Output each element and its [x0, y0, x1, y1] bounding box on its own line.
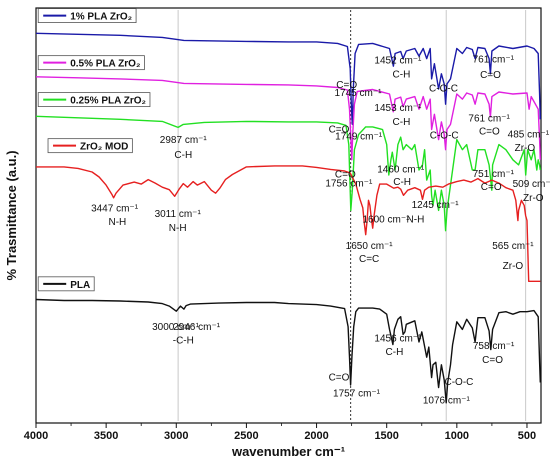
peak-annotation: 2987 cm⁻¹ — [160, 135, 208, 146]
peak-annotation: 1076 cm⁻¹ — [423, 395, 471, 406]
legend-label: 0.25% PLA ZrO₂ — [70, 96, 146, 107]
x-axis-title: wavenumber cm⁻¹ — [231, 444, 345, 459]
series-line-0-25-pla-zro- — [35, 115, 541, 232]
x-tick-label: 500 — [518, 430, 536, 442]
peak-annotation: 761 cm⁻¹ — [473, 55, 515, 66]
peak-annotation: C-H — [393, 69, 411, 80]
peak-annotation: C-O-C — [429, 84, 458, 95]
peak-annotation: 1757 cm⁻¹ — [333, 389, 381, 400]
peak-annotation: C=O — [336, 80, 357, 91]
legend-label: 1% PLA ZrO₂ — [70, 12, 132, 23]
x-tick-label: 1500 — [374, 430, 398, 442]
peak-annotation: 761 cm⁻¹ — [468, 113, 510, 124]
peak-annotation: 565 cm⁻¹ — [492, 241, 534, 252]
peak-annotation: 2946 cm⁻¹ — [173, 322, 221, 333]
peak-annotation: C=O — [479, 127, 500, 138]
peak-annotation: C-O-C — [444, 377, 473, 388]
legend-box — [37, 55, 145, 71]
peak-annotation: Zr-O — [515, 143, 536, 154]
series-lines — [35, 32, 541, 404]
legend-item: 1% PLA ZrO₂ — [37, 8, 137, 23]
peak-annotation: 509 cm⁻¹ — [513, 179, 550, 190]
peak-annotation: C-H — [393, 177, 411, 188]
peak-annotation: 1745 cm⁻¹ — [334, 88, 382, 99]
series-line-0-5-pla-zro- — [35, 76, 541, 161]
legend-label: ZrO₂ MOD — [80, 142, 128, 153]
peak-annotation: C=O — [480, 70, 501, 81]
peak-annotation: 3011 cm⁻¹ — [155, 209, 202, 220]
legend-item: PLA — [37, 276, 95, 292]
legend-label: PLA — [70, 280, 90, 291]
plot-frame — [35, 7, 542, 424]
legend-group: 1% PLA ZrO₂ 0.5% PLA ZrO₂ 0.25% PLA ZrO₂ Zr… — [37, 8, 151, 292]
peak-annotation: 485 cm⁻¹ — [508, 130, 550, 141]
peak-annotation: N-H — [108, 217, 126, 228]
peak-annotation: 1452 cm⁻¹ — [374, 56, 422, 67]
peak-annotation: C=O — [329, 125, 350, 136]
legend-item: ZrO₂ MOD — [47, 138, 133, 154]
legend-item: 0.5% PLA ZrO₂ — [37, 55, 145, 71]
peak-annotation: C-H — [393, 117, 411, 128]
peak-annotation: Zr-O — [503, 261, 524, 272]
peak-annotation: 1749 cm⁻¹ — [335, 132, 383, 143]
peak-annotation: C=C — [359, 254, 379, 265]
x-tick-label: 1000 — [445, 430, 469, 442]
x-axis: 4000 3500 3000 2500 2000 1500 1000 500 — [24, 423, 536, 442]
peak-annotation: 1460 cm⁻¹ — [377, 164, 425, 175]
x-tick-label: 3500 — [94, 430, 118, 442]
peak-annotation: 1756 cm⁻¹ — [325, 179, 373, 190]
peak-annotation: 1245 cm⁻¹ — [412, 200, 460, 211]
peak-annotation: 1600 cm⁻¹ — [363, 215, 411, 226]
series-line-zro-mod — [36, 165, 541, 282]
series-line-1-pla-zro- — [35, 32, 541, 126]
y-axis-title: % Trasmittance (a.u.) — [4, 150, 19, 280]
x-tick-label: 2500 — [234, 430, 258, 442]
legend-label: 0.5% PLA ZrO₂ — [70, 59, 140, 70]
peak-annotation: Zr-O — [523, 193, 544, 204]
peak-annotation: -C-H — [173, 336, 194, 347]
x-tick-label: 4000 — [24, 430, 48, 442]
peak-annotation: 1453 cm⁻¹ — [374, 103, 422, 114]
peak-annotation: C-H — [386, 347, 404, 358]
peak-annotation: N-H — [169, 223, 187, 234]
peak-annotation: C-O-C — [430, 131, 459, 142]
peak-annotation: 758 cm⁻¹ — [473, 341, 515, 352]
series-line-pla — [35, 298, 541, 404]
x-tick-label: 3000 — [164, 430, 188, 442]
peak-annotation: N-H — [407, 215, 425, 226]
peak-annotation: C=O — [482, 355, 503, 366]
x-tick-label: 2000 — [304, 430, 328, 442]
peak-annotation: 1650 cm⁻¹ — [346, 241, 394, 252]
peak-annotation: 3000 cm⁻¹ — [152, 322, 200, 333]
peak-annotation: 3447 cm⁻¹ — [91, 203, 139, 214]
peak-annotation: 1456 cm⁻¹ — [374, 334, 422, 345]
peak-annotation: 751 cm⁻¹ — [473, 169, 515, 180]
peak-annotation: C=O — [335, 170, 356, 181]
legend-item: 0.25% PLA ZrO₂ — [37, 92, 151, 108]
legend-box — [47, 138, 133, 154]
peak-annotation: C-H — [174, 150, 192, 161]
legend-box — [37, 8, 137, 23]
legend-box — [37, 92, 151, 108]
peak-annotation: C=O — [329, 372, 350, 383]
peak-annotation: C=O — [481, 182, 502, 193]
